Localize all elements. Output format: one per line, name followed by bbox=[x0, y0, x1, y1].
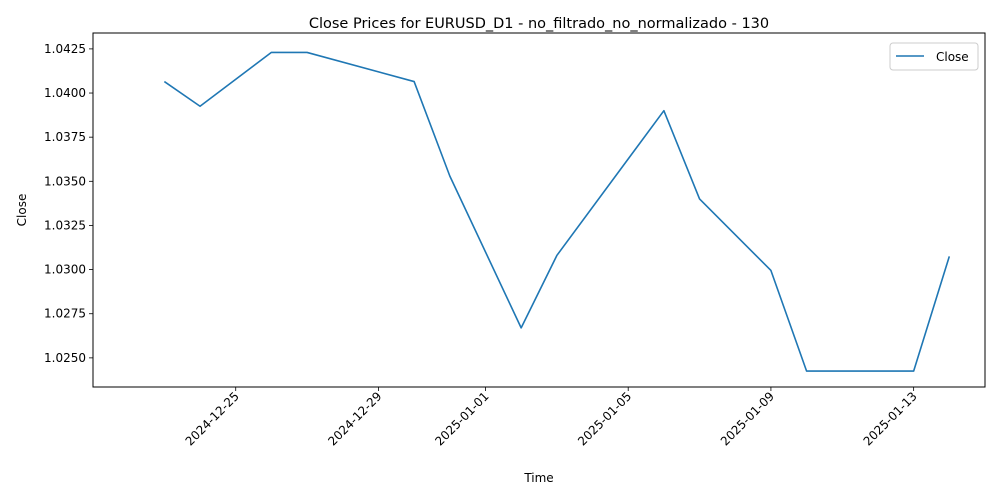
y-tick-label: 1.0325 bbox=[44, 218, 86, 232]
plot-frame bbox=[92, 32, 986, 388]
y-tick-label: 1.0275 bbox=[44, 307, 86, 321]
y-tick-label: 1.0250 bbox=[44, 351, 86, 365]
y-tick-label: 1.0300 bbox=[44, 263, 86, 277]
legend: Close bbox=[889, 42, 979, 71]
y-axis-label: Close bbox=[15, 194, 29, 227]
y-axis-ticks: 1.0250 1.0275 1.0300 1.0325 1.0350 1.0375 1.04… bbox=[44, 42, 93, 365]
x-axis-label: Time bbox=[523, 471, 553, 485]
legend-label-close: Close bbox=[936, 50, 969, 64]
y-tick-label: 1.0350 bbox=[44, 174, 86, 188]
series-layer bbox=[163, 51, 951, 372]
y-tick-label: 1.0375 bbox=[44, 130, 86, 144]
y-tick-label: 1.0425 bbox=[44, 42, 86, 56]
chart-title: Close Prices for EURUSD_D1 - no_filtrado… bbox=[309, 16, 769, 32]
series-line-close bbox=[163, 51, 951, 372]
legend-box bbox=[889, 42, 979, 71]
y-tick-label: 1.0400 bbox=[44, 86, 86, 100]
